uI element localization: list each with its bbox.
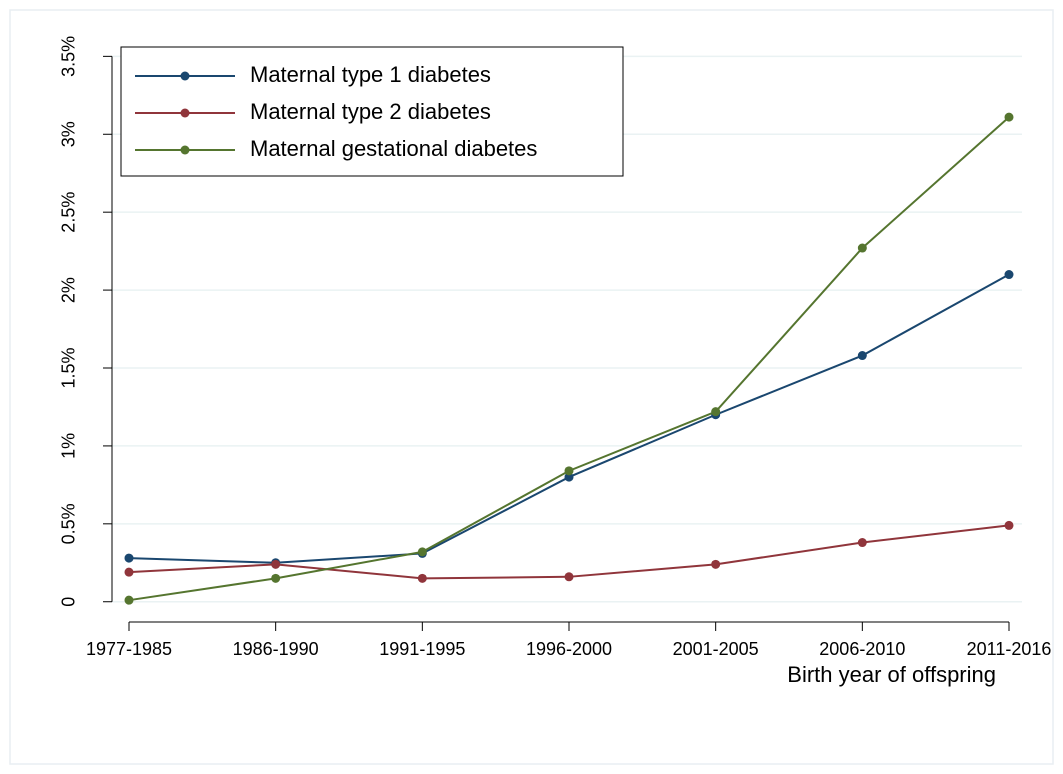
data-point xyxy=(417,573,427,583)
data-point xyxy=(124,595,134,605)
series-line xyxy=(128,273,1010,564)
legend-box xyxy=(120,46,624,177)
series-line xyxy=(128,524,1010,580)
data-point xyxy=(857,351,867,361)
data-point xyxy=(271,559,281,569)
series-line xyxy=(128,116,1010,602)
data-point xyxy=(1004,270,1014,280)
data-point xyxy=(124,567,134,577)
data-point xyxy=(564,472,574,482)
x-tick-label: 1986-1990 xyxy=(233,639,319,659)
legend-marker xyxy=(180,145,190,155)
x-tick-label: 2006-2010 xyxy=(819,639,905,659)
x-tick-label: 2011-2016 xyxy=(967,639,1052,659)
legend: Maternal type 1 diabetes Maternal type 2 … xyxy=(120,46,624,177)
legend-marker xyxy=(180,71,190,81)
x-tick-label: 1996-2000 xyxy=(526,639,612,659)
chart-border xyxy=(9,9,1054,765)
x-axis-title: Birth year of offspring xyxy=(787,662,996,687)
legend-label: Maternal type 1 diabetes xyxy=(250,62,491,87)
data-point xyxy=(271,573,281,583)
data-point xyxy=(1004,520,1014,530)
y-tick-label: 3.5% xyxy=(59,36,79,77)
data-point xyxy=(711,407,721,417)
data-point xyxy=(857,538,867,548)
y-tick-label: 1% xyxy=(59,433,79,459)
y-tick-label: 0.5% xyxy=(59,503,79,544)
data-point xyxy=(857,243,867,253)
data-point xyxy=(417,547,427,557)
data-point xyxy=(564,466,574,476)
y-tick-label: 3% xyxy=(59,121,79,147)
x-tick-label: 1977-1985 xyxy=(86,639,172,659)
data-point xyxy=(711,559,721,569)
legend-label: Maternal gestational diabetes xyxy=(250,136,537,161)
data-point xyxy=(124,553,134,563)
y-tick-label: 1.5% xyxy=(59,347,79,388)
y-tick-label: 2.5% xyxy=(59,192,79,233)
legend-label: Maternal type 2 diabetes xyxy=(250,99,491,124)
x-tick-label: 2001-2005 xyxy=(673,639,759,659)
y-tick-label: 2% xyxy=(59,277,79,303)
legend-marker xyxy=(180,108,190,118)
x-tick-label: 1991-1995 xyxy=(379,639,465,659)
y-tick-label: 0 xyxy=(59,597,79,607)
data-point xyxy=(564,572,574,582)
data-point xyxy=(1004,112,1014,122)
